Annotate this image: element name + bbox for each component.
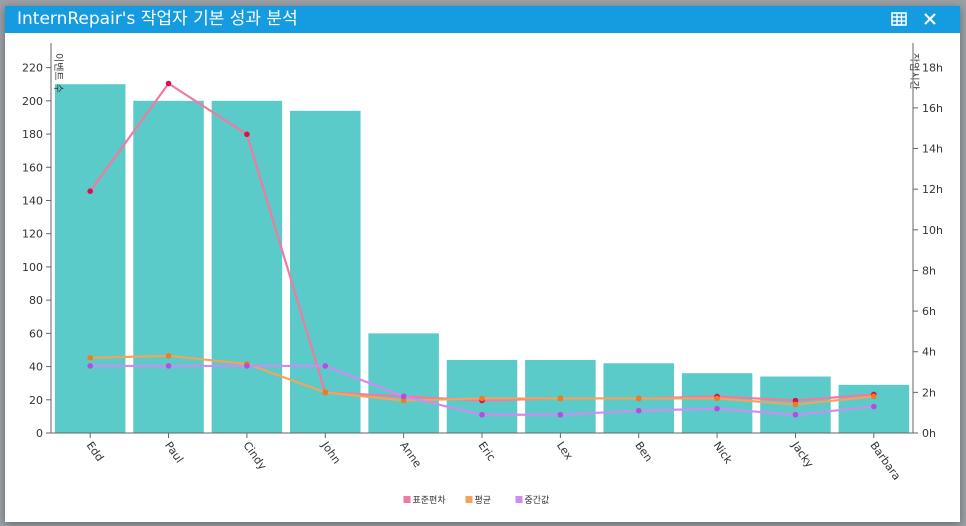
close-icon[interactable] (919, 8, 941, 30)
x-tick-label-paul: Paul (162, 439, 186, 465)
bar-cindy[interactable] (211, 100, 283, 434)
legend-swatch-2 (515, 496, 523, 503)
right-tick-label: 0h (922, 427, 936, 440)
right-tick-label: 2h (922, 386, 936, 399)
series-2-point[interactable] (400, 393, 407, 400)
series-1-point[interactable] (479, 395, 485, 402)
x-tick-label-lex: Lex (554, 439, 576, 462)
x-tick-label-anne: Anne (397, 439, 424, 470)
x-tick-label-nick: Nick (711, 439, 736, 466)
left-tick-label: 220 (22, 62, 43, 75)
left-tick-label: 180 (22, 128, 43, 141)
series-1-point[interactable] (400, 397, 407, 404)
right-tick-label: 12h (922, 183, 943, 196)
bar-edd[interactable] (54, 84, 126, 433)
right-tick-label: 6h (922, 305, 936, 318)
series-2-point[interactable] (244, 363, 250, 369)
series-2-point[interactable] (792, 411, 799, 418)
series-0-point[interactable] (87, 188, 93, 195)
series-1-point[interactable] (714, 395, 720, 402)
left-axis-title: 이벤트 수 (52, 53, 64, 93)
right-tick-label: 16h (922, 102, 943, 115)
x-tick-label-john: John (318, 438, 343, 466)
x-tick-label-barbara: Barbara (867, 439, 903, 482)
series-1-point[interactable] (635, 395, 642, 402)
bar-john[interactable] (290, 110, 361, 433)
series-1-point[interactable] (165, 352, 172, 359)
bar-nick[interactable] (681, 373, 753, 433)
series-1-point[interactable] (322, 389, 329, 396)
series-line-0 (89, 82, 874, 402)
bar-anne[interactable] (368, 333, 439, 433)
spreadsheet-icon[interactable] (888, 8, 910, 30)
series-0-point[interactable] (244, 131, 250, 138)
analysis-dialog: InternRepair's 작업자 기본 성과 분석 이벤트 수 작업시간 0… (5, 6, 960, 522)
left-tick-label: 100 (22, 261, 43, 274)
dialog-titlebar: InternRepair's 작업자 기본 성과 분석 (5, 6, 960, 33)
left-tick-label: 120 (22, 228, 43, 241)
series-2-point[interactable] (322, 363, 329, 369)
right-tick-label: 4h (922, 346, 936, 359)
legend-swatch-0 (403, 496, 411, 503)
series-2-point[interactable] (871, 403, 877, 410)
x-tick-label-edd: Edd (84, 439, 107, 464)
performance-chart: 이벤트 수 작업시간 0 20 40 60 80 100 120 140 160 180 200 22… (22, 43, 943, 506)
x-tick-label-jacky: Jacky (788, 438, 816, 470)
left-tick-label: 160 (22, 161, 43, 174)
chart-area: 이벤트 수 작업시간 0 20 40 60 80 100 120 140 160 180 200 22… (5, 33, 960, 522)
series-0-point[interactable] (165, 80, 172, 87)
legend-label-1: 평균 (475, 495, 492, 506)
series-2-point[interactable] (557, 411, 564, 418)
left-tick-label: 80 (29, 294, 43, 307)
left-tick-label: 140 (22, 194, 43, 207)
right-tick-label: 18h (922, 61, 943, 74)
x-tick-label-cindy: Cindy (240, 439, 269, 472)
x-tick-label-ben: Ben (632, 439, 655, 464)
legend-label-2: 중간값 (525, 494, 550, 506)
left-tick-label: 200 (22, 95, 43, 108)
series-1-point[interactable] (557, 395, 564, 402)
dialog-title: InternRepair's 작업자 기본 성과 분석 (17, 9, 298, 29)
left-tick-label: 20 (29, 394, 43, 407)
left-tick-label: 60 (29, 327, 43, 340)
legend: 표준편차 평균 중간값 (403, 494, 550, 506)
series-1-point[interactable] (871, 393, 877, 400)
right-axis-title: 작업시간 (908, 53, 921, 90)
x-tick-label-eric: Eric (476, 439, 498, 463)
series-0-point[interactable] (792, 397, 799, 404)
bars-layer (54, 84, 910, 434)
series-2-point[interactable] (87, 363, 93, 369)
series-2-point[interactable] (714, 405, 720, 412)
right-tick-label: 8h (922, 264, 936, 277)
series-2-point[interactable] (165, 363, 172, 369)
left-tick-label: 40 (29, 361, 43, 374)
series-2-point[interactable] (635, 407, 642, 414)
bar-paul[interactable] (133, 100, 204, 434)
legend-label-0: 표준편차 (413, 494, 447, 506)
right-tick-label: 14h (922, 143, 943, 156)
series-1-point[interactable] (87, 355, 93, 361)
series-1-point[interactable] (792, 401, 799, 408)
series-2-point[interactable] (479, 411, 485, 418)
left-tick-label: 0 (36, 427, 43, 440)
lines-layer (87, 80, 877, 418)
legend-swatch-1 (465, 496, 473, 503)
right-tick-label: 10h (922, 224, 943, 237)
